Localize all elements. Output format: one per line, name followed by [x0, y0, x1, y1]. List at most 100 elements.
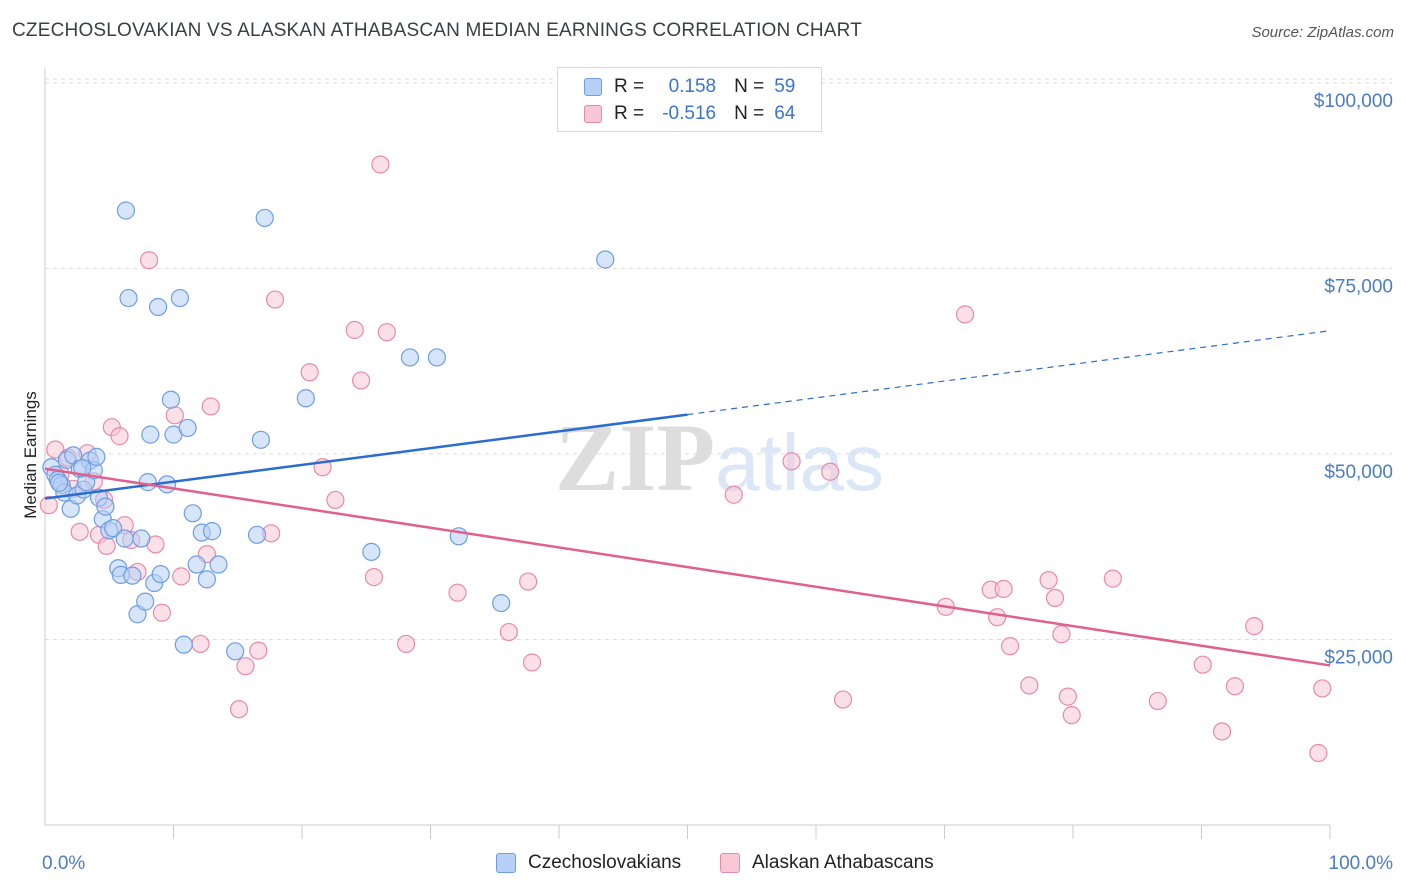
y-tick-label: $75,000	[1324, 276, 1393, 297]
axes	[44, 68, 1331, 839]
tick-labels: $25,000 $50,000 $75,000 $100,000 0.0% 100.0%	[42, 91, 1393, 874]
legend-n-value: 64	[774, 103, 796, 124]
data-point	[174, 635, 193, 654]
data-point	[1052, 625, 1071, 644]
data-point	[197, 570, 217, 589]
data-point	[136, 592, 155, 611]
legend-n-label: N =	[734, 103, 765, 124]
data-point	[1148, 691, 1167, 711]
data-point	[833, 690, 853, 709]
data-point	[97, 536, 116, 556]
y-tick-label: $50,000	[1324, 462, 1393, 483]
data-point	[50, 473, 69, 492]
data-point	[123, 566, 142, 585]
data-point	[249, 641, 268, 660]
legend-swatch-pink	[584, 105, 602, 123]
data-point	[1225, 677, 1245, 696]
data-point	[396, 634, 416, 654]
data-point	[400, 348, 420, 367]
data-point	[96, 497, 115, 516]
trend-line-alaskan-athabascans	[44, 467, 1331, 667]
data-point	[139, 251, 159, 270]
data-point	[1193, 655, 1212, 674]
data-point	[110, 427, 129, 446]
data-point	[782, 452, 801, 471]
data-point	[499, 622, 518, 642]
legend-r-label: R =	[614, 76, 645, 97]
legend-item-czechoslovakians: Czechoslovakians	[496, 852, 681, 874]
legend-r-label: R =	[614, 103, 645, 124]
data-point	[1058, 687, 1077, 706]
data-point	[170, 288, 190, 308]
data-point	[172, 567, 191, 586]
data-point	[148, 297, 168, 317]
data-point	[296, 389, 315, 408]
data-point	[201, 397, 220, 416]
legend-row-czechoslovakians: R = 0.158 N = 59	[584, 74, 795, 100]
data-point	[1309, 743, 1328, 763]
data-point	[191, 634, 210, 654]
data-point	[955, 305, 975, 324]
data-point	[138, 473, 157, 492]
data-point	[1313, 679, 1332, 698]
data-point	[202, 522, 222, 541]
data-point	[1000, 637, 1020, 656]
data-point	[345, 320, 364, 340]
data-point	[73, 458, 92, 478]
gridlines	[45, 78, 1392, 640]
x-tick-label: 0.0%	[42, 853, 85, 874]
watermark-zip: ZIP	[555, 404, 715, 511]
legend-item-alaskan-athabascans: Alaskan Athabascans	[720, 852, 934, 874]
data-point	[183, 504, 202, 523]
data-point	[236, 657, 255, 676]
data-point	[371, 155, 390, 174]
data-point	[152, 603, 172, 622]
data-point	[70, 522, 89, 541]
series-legend: Czechoslovakians Alaskan Athabascans	[0, 852, 1406, 878]
legend-swatch-blue	[584, 78, 602, 96]
legend-item-label: Alaskan Athabascans	[752, 852, 934, 873]
data-point	[229, 700, 249, 719]
series-czechoslovakians	[42, 201, 615, 661]
legend-n-value: 59	[774, 76, 796, 97]
correlation-legend: R = 0.158 N = 59 R = -0.516 N = 64	[557, 67, 822, 132]
data-point	[247, 525, 267, 544]
data-point	[352, 371, 371, 390]
data-point	[104, 519, 123, 538]
y-axis-title: Median Earnings	[21, 391, 40, 519]
data-point	[724, 485, 743, 504]
data-point	[132, 529, 151, 548]
legend-n-label: N =	[734, 76, 765, 97]
data-point	[165, 406, 184, 425]
legend-swatch-blue	[496, 853, 516, 873]
data-point	[1103, 569, 1122, 588]
watermark: ZIP atlas	[555, 404, 884, 511]
legend-swatch-pink	[720, 853, 740, 873]
data-point	[364, 568, 384, 587]
data-point	[178, 418, 197, 438]
data-point	[994, 579, 1013, 599]
data-point	[1045, 588, 1065, 608]
data-point	[39, 496, 58, 515]
y-tick-label: $100,000	[1314, 91, 1393, 112]
data-point	[161, 390, 181, 409]
data-point	[1039, 570, 1058, 590]
data-point	[448, 583, 467, 602]
chart-title: CZECHOSLOVAKIAN VS ALASKAN ATHABASCAN ME…	[12, 20, 863, 41]
data-point	[187, 555, 206, 574]
series-alaskan-athabascans	[39, 155, 1332, 763]
data-point	[522, 653, 542, 672]
data-point	[362, 542, 381, 561]
y-tick-label: $25,000	[1324, 647, 1393, 668]
data-point	[115, 529, 134, 548]
legend-r-value: 0.158	[668, 76, 717, 97]
data-point	[251, 430, 270, 449]
data-point	[209, 555, 228, 574]
data-point	[519, 572, 538, 591]
source-label: Source: ZipAtlas.com	[1251, 24, 1394, 41]
data-point	[377, 323, 396, 342]
trend-lines	[44, 330, 1331, 667]
data-point	[46, 440, 65, 459]
data-point	[326, 490, 345, 510]
